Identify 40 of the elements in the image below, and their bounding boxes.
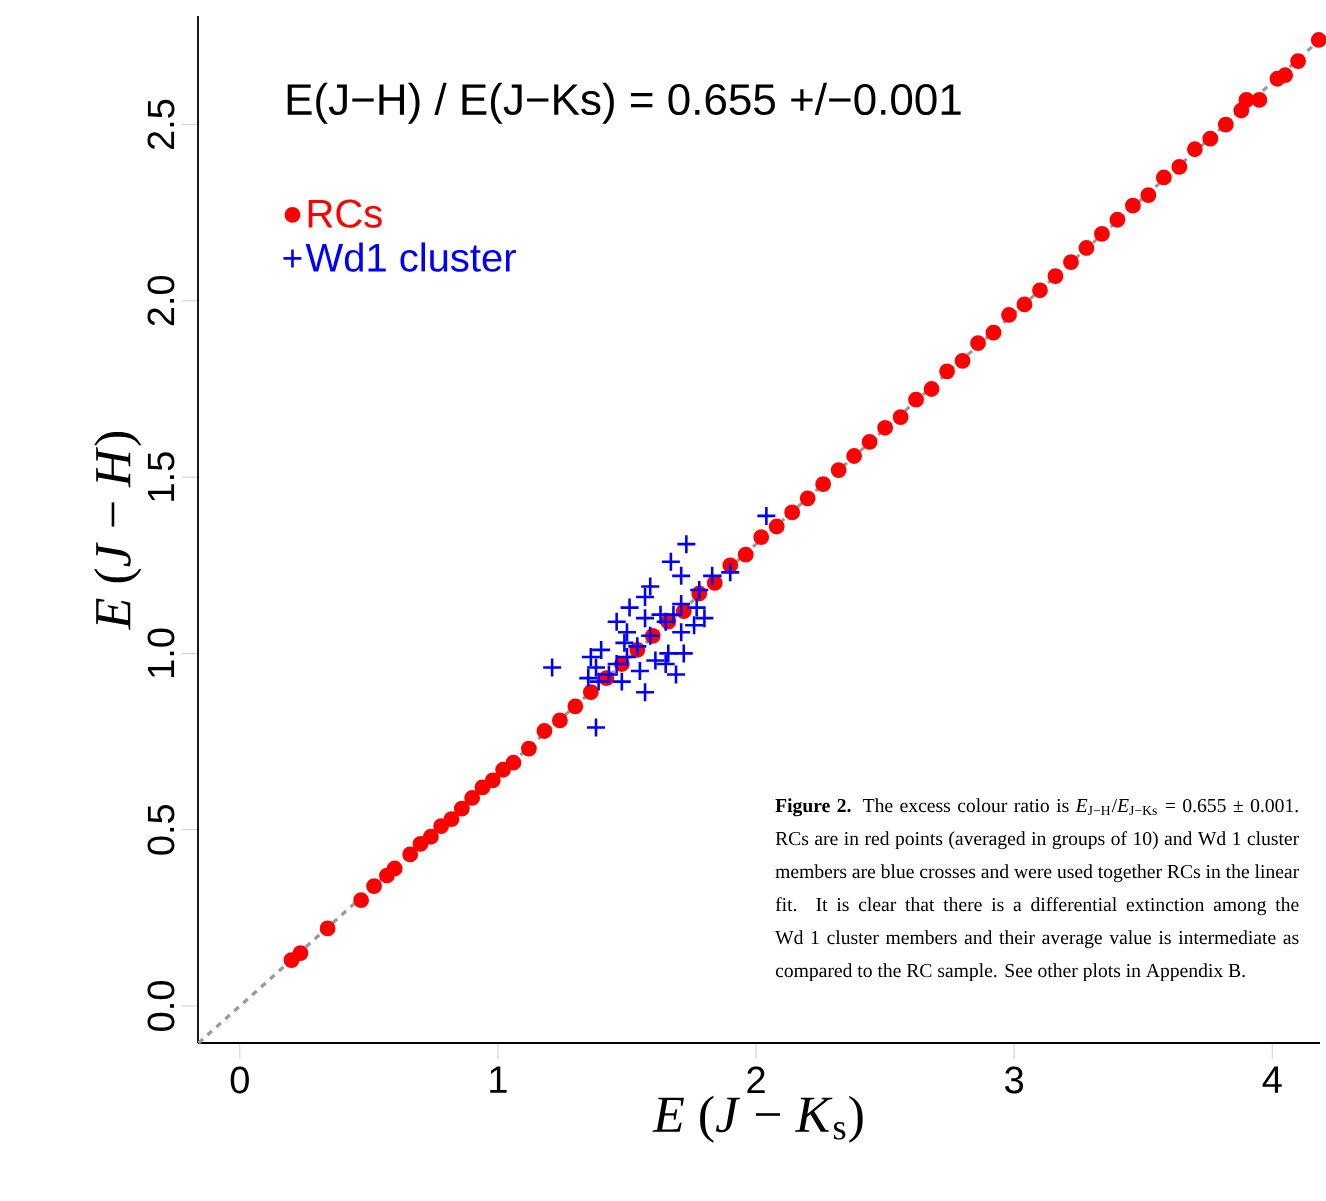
point [688,579,710,601]
legend-label: RCs [308,199,382,228]
point [634,586,656,608]
y-axis-title: E (J − H) [94,431,142,630]
y-tick-label: 2.5 [147,99,175,150]
x-tick-label: 2 [747,1066,765,1094]
point [629,660,651,682]
point [588,671,609,692]
y-tick-label: 0.5 [147,804,175,855]
point [756,505,777,527]
point [639,576,661,597]
x-tick-label: 4 [1262,1066,1282,1093]
point [670,621,692,643]
point [660,551,682,573]
y-tick-label: 1.0 [147,628,175,677]
annotation: E(J−H) / E(J−Ks) = 0.655 +/−0.001 [287,82,961,124]
point [577,667,599,689]
legend-label: Wd1 cluster [305,242,516,272]
point [639,625,661,647]
x-tick-label: 0 [230,1066,249,1094]
point [645,650,666,671]
x-tick-label: 1 [490,1066,507,1093]
point [590,639,612,661]
point [614,632,635,654]
y-tick-label: 1.5 [147,452,175,501]
text: Figure 2. The excess colour ratio is E$_{J−H}$/E$_{J−Ks}$ = 0.655 ± 0.001. RCs are in red points (averaged in groups of 10) and Wd 1 cluster members are blue crosses and were used together RCs in the linear fit. It is clear that there is a differential extinction among the Wd 1 cluster members and their average value is intermediate as compared to the RC sample. See other plots in Appendix B. [775,798,1300,982]
point [670,565,692,587]
x-tick-label: 3 [1005,1066,1024,1094]
point [657,643,679,664]
point [541,657,563,678]
point [627,636,648,657]
point [676,533,697,555]
point [634,607,656,629]
x-axis-title: E (J − K$_{s}$) [652,1095,863,1143]
point [585,717,607,738]
point [634,681,656,703]
y-tick-label: 0.0 [147,981,175,1031]
point [619,597,640,618]
point [683,614,705,636]
y-tick-label: 2.0 [147,275,175,326]
